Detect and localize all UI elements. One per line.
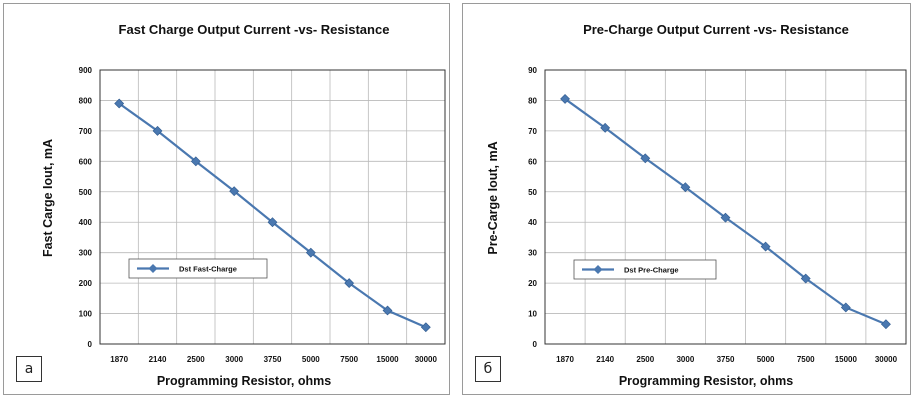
plot-area: [99, 69, 446, 345]
legend-label: Dst Fast-Charge: [179, 265, 237, 274]
chart-panel-a: Fast Charge Output Current -vs- Resistan…: [3, 3, 450, 395]
data-point: [344, 278, 355, 289]
data-point: [267, 217, 278, 228]
x-tick-label: 5000: [757, 355, 775, 364]
y-tick-label: 0: [88, 340, 93, 349]
x-tick-label: 30000: [875, 355, 898, 364]
x-tick-label: 1870: [110, 355, 128, 364]
data-point: [640, 153, 651, 164]
y-tick-label: 400: [79, 218, 93, 227]
y-axis-label: Fast Carge Iout, mA: [41, 139, 55, 257]
x-tick-label: 7500: [797, 355, 815, 364]
legend-label: Dst Pre-Charge: [624, 266, 679, 275]
data-point: [114, 98, 125, 109]
y-tick-label: 60: [528, 157, 537, 166]
y-tick-label: 900: [79, 66, 93, 75]
series-line: [118, 102, 427, 329]
x-tick-label: 3000: [676, 355, 694, 364]
y-tick-label: 800: [79, 96, 93, 105]
data-point: [305, 247, 316, 258]
y-tick-label: 500: [79, 188, 93, 197]
plot-area: [544, 69, 907, 345]
y-tick-label: 300: [79, 249, 93, 258]
x-axis-label: Programming Resistor, ohms: [157, 374, 331, 388]
data-point: [190, 156, 201, 167]
y-axis-label: Pre-Carge Iout, mA: [486, 141, 500, 254]
x-tick-label: 5000: [302, 355, 320, 364]
legend-swatch-marker: [593, 265, 603, 274]
series-line: [564, 98, 887, 326]
panel-label: б: [475, 356, 501, 382]
x-tick-label: 15000: [376, 355, 399, 364]
y-tick-label: 70: [528, 127, 537, 136]
y-tick-label: 700: [79, 127, 93, 136]
x-tick-label: 2140: [596, 355, 614, 364]
x-tick-label: 30000: [415, 355, 438, 364]
chart-b: Pre-Charge Output Current -vs- Resistanc…: [486, 22, 907, 388]
x-tick-label: 2500: [636, 355, 654, 364]
x-tick-label: 3000: [225, 355, 243, 364]
y-tick-label: 20: [528, 279, 537, 288]
y-tick-label: 40: [528, 218, 537, 227]
y-tick-label: 90: [528, 66, 537, 75]
data-point: [229, 186, 240, 197]
y-tick-label: 600: [79, 157, 93, 166]
chart-panel-b: Pre-Charge Output Current -vs- Resistanc…: [462, 3, 911, 395]
x-tick-label: 15000: [835, 355, 858, 364]
x-tick-label: 2500: [187, 355, 205, 364]
legend-box: [128, 258, 268, 279]
x-axis-label: Programming Resistor, ohms: [619, 374, 793, 388]
y-tick-label: 0: [533, 340, 538, 349]
data-point: [382, 305, 393, 316]
panel-label: a: [16, 356, 42, 382]
data-point: [152, 125, 163, 136]
data-point: [760, 241, 771, 252]
x-tick-label: 3750: [264, 355, 282, 364]
y-tick-label: 10: [528, 310, 537, 319]
data-point: [560, 93, 570, 104]
y-tick-label: 80: [528, 96, 537, 105]
chart-a: Fast Charge Output Current -vs- Resistan…: [41, 22, 446, 388]
data-point: [720, 212, 731, 223]
x-tick-label: 1870: [556, 355, 574, 364]
data-point: [420, 322, 431, 333]
legend-box: [573, 259, 717, 280]
x-tick-label: 7500: [340, 355, 358, 364]
data-point: [840, 302, 851, 313]
data-point: [600, 122, 611, 133]
data-point: [881, 319, 891, 330]
legend: Dst Fast-Charge: [128, 258, 268, 279]
y-tick-label: 100: [79, 310, 93, 319]
y-tick-label: 50: [528, 188, 537, 197]
x-tick-label: 3750: [717, 355, 735, 364]
x-tick-label: 2140: [149, 355, 167, 364]
chart-title: Fast Charge Output Current -vs- Resistan…: [119, 22, 390, 37]
legend: Dst Pre-Charge: [573, 259, 717, 280]
y-tick-label: 30: [528, 249, 537, 258]
legend-swatch-marker: [148, 264, 158, 273]
data-point: [680, 182, 691, 193]
y-tick-label: 200: [79, 279, 93, 288]
chart-title: Pre-Charge Output Current -vs- Resistanc…: [583, 22, 849, 37]
data-point: [800, 273, 811, 284]
